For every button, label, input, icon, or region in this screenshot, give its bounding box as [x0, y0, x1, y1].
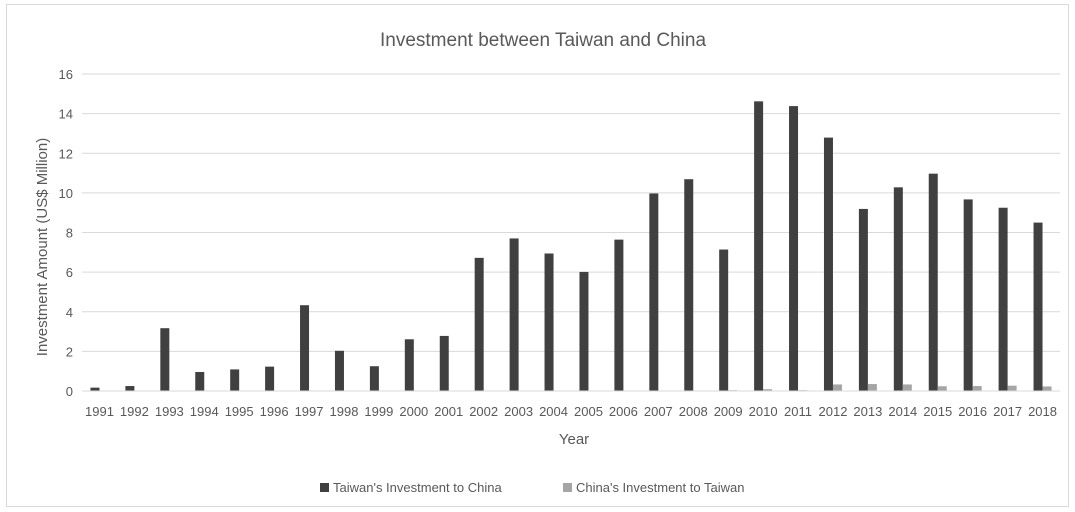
bar-china-to-taiwan	[832, 384, 842, 391]
x-tick-label: 2002	[469, 404, 498, 419]
legend-swatch	[563, 483, 572, 492]
x-tick-label: 1997	[295, 404, 324, 419]
x-tick-label: 1996	[260, 404, 289, 419]
bar-taiwan-to-china	[719, 249, 729, 391]
bar-china-to-taiwan	[937, 386, 947, 391]
bar-taiwan-to-china	[300, 305, 310, 391]
y-tick-label: 0	[66, 384, 73, 399]
x-tick-label: 2010	[749, 404, 778, 419]
x-tick-label: 2004	[539, 404, 568, 419]
x-tick-label: 2009	[714, 404, 743, 419]
bar-taiwan-to-china	[893, 187, 903, 391]
chart-title: Investment between Taiwan and China	[380, 30, 706, 51]
y-tick-label: 12	[59, 146, 73, 161]
x-tick-label: 1992	[120, 404, 149, 419]
bar-taiwan-to-china	[998, 207, 1008, 391]
bar-china-to-taiwan	[972, 386, 982, 391]
bar-taiwan-to-china	[230, 369, 240, 391]
bar-taiwan-to-china	[1033, 222, 1043, 391]
bar-china-to-taiwan	[902, 384, 912, 391]
legend: Taiwan's Investment to China China's Inve…	[320, 480, 744, 495]
bar-taiwan-to-china	[579, 271, 589, 391]
bar-taiwan-to-china	[754, 101, 764, 391]
x-tick-label: 2015	[923, 404, 952, 419]
x-tick-label: 2008	[679, 404, 708, 419]
bar-taiwan-to-china	[334, 350, 344, 391]
y-axis-tick-labels: 0 2 4 6 8 10 12 14 16	[59, 67, 73, 399]
bar-taiwan-to-china	[614, 239, 624, 391]
x-tick-label: 1993	[155, 404, 184, 419]
legend-swatch	[320, 483, 329, 492]
bar-taiwan-to-china	[125, 386, 135, 391]
y-tick-label: 8	[66, 226, 73, 241]
x-tick-label: 2014	[888, 404, 917, 419]
bar-taiwan-to-china	[684, 179, 694, 391]
x-tick-label: 1995	[225, 404, 254, 419]
bar-taiwan-to-china	[474, 257, 484, 391]
y-tick-label: 6	[66, 265, 73, 280]
x-tick-label: 2012	[819, 404, 848, 419]
chart-frame	[6, 4, 1069, 507]
x-tick-label: 2003	[504, 404, 533, 419]
legend-label: Taiwan's Investment to China	[333, 480, 502, 495]
bar-taiwan-to-china	[928, 173, 938, 391]
x-axis-tick-labels: 1991 1992 1993 1994 1995 1996 1997 1998 1999 2000…	[85, 404, 1057, 419]
x-tick-label: 2017	[993, 404, 1022, 419]
x-tick-label: 2006	[609, 404, 638, 419]
bar-china-to-taiwan	[867, 384, 877, 391]
bar-china-to-taiwan	[1007, 385, 1017, 391]
x-axis-label: Year	[559, 431, 589, 448]
bars	[90, 101, 1052, 391]
x-tick-label: 2007	[644, 404, 673, 419]
x-tick-label: 2000	[399, 404, 428, 419]
bar-china-to-taiwan	[1042, 386, 1052, 391]
bar-taiwan-to-china	[90, 387, 100, 391]
x-tick-label: 2018	[1028, 404, 1057, 419]
x-tick-label: 2005	[574, 404, 603, 419]
x-tick-label: 2013	[853, 404, 882, 419]
legend-label: China's Investment to Taiwan	[576, 480, 744, 495]
bar-taiwan-to-china	[265, 366, 275, 391]
y-tick-label: 2	[66, 344, 73, 359]
bar-taiwan-to-china	[858, 208, 868, 391]
y-tick-label: 16	[59, 67, 73, 82]
bar-taiwan-to-china	[404, 339, 414, 391]
bar-taiwan-to-china	[195, 371, 205, 391]
bar-taiwan-to-china	[544, 253, 554, 391]
y-tick-label: 10	[59, 186, 73, 201]
x-tick-label: 1991	[85, 404, 114, 419]
x-tick-label: 1998	[330, 404, 359, 419]
x-tick-label: 2011	[784, 404, 812, 419]
gridlines	[82, 73, 1060, 352]
y-tick-label: 14	[59, 107, 73, 122]
x-tick-label: 1999	[364, 404, 393, 419]
x-tick-label: 1994	[190, 404, 219, 419]
bar-china-to-taiwan	[763, 389, 773, 391]
bar-taiwan-to-china	[369, 366, 379, 391]
bar-taiwan-to-china	[509, 238, 519, 391]
bar-taiwan-to-china	[160, 328, 170, 391]
x-tick-label: 2016	[958, 404, 987, 419]
x-tick-label: 2001	[434, 404, 463, 419]
y-tick-label: 4	[66, 305, 73, 320]
bar-taiwan-to-china	[823, 137, 833, 391]
bar-taiwan-to-china	[439, 335, 449, 391]
bar-taiwan-to-china	[963, 199, 973, 391]
y-axis-label: Investment Amount (US$ Million)	[34, 138, 51, 356]
bar-taiwan-to-china	[789, 106, 799, 391]
bar-taiwan-to-china	[649, 193, 659, 391]
